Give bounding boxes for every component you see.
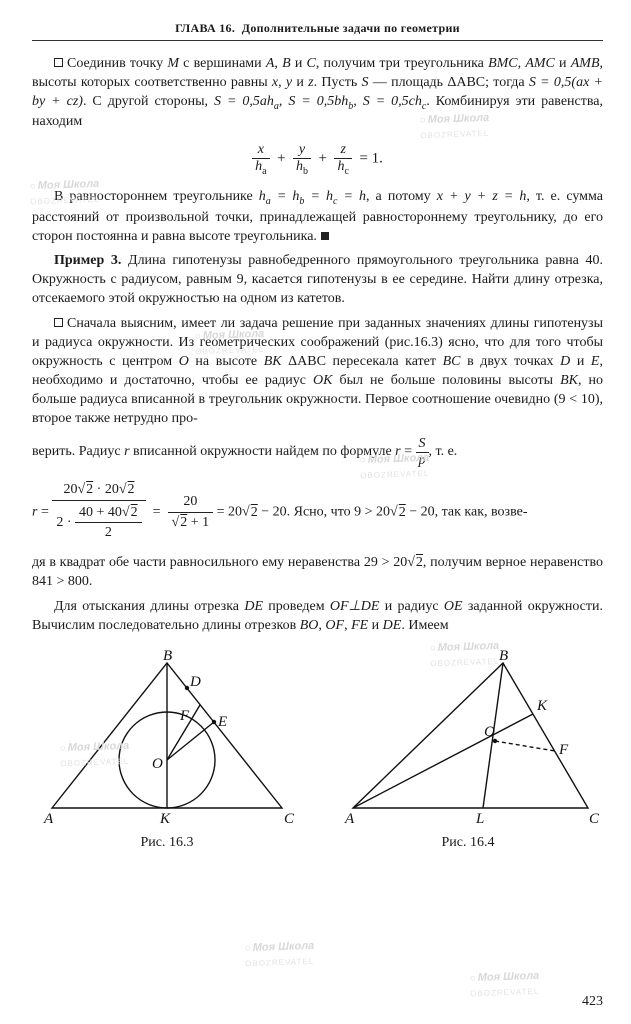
example-label: Пример 3. [54, 253, 121, 268]
svg-text:C: C [589, 811, 600, 827]
formula-1: xha + yhb + zhc = 1. [32, 142, 603, 176]
end-proof-icon [321, 232, 329, 240]
svg-text:K: K [536, 698, 548, 714]
svg-text:B: B [499, 648, 508, 664]
svg-text:F: F [179, 708, 190, 724]
paragraph-2: В равностороннем треугольнике ha = hb = … [32, 188, 603, 246]
paragraph-4: верить. Радиус r вписанной окружности на… [32, 436, 603, 468]
svg-text:L: L [475, 811, 484, 827]
lead-square-icon [54, 58, 63, 67]
figure-16-4: A B C K L F O Рис. 16.4 [333, 648, 603, 853]
figure-16-3: A B C D E F K O Рис. 16.3 [32, 648, 302, 853]
watermark: Моя ШколаOBOZREVATEL [470, 969, 540, 1001]
svg-text:A: A [344, 811, 355, 827]
chapter-header: ГЛАВА 16. Дополнительные задачи по геоме… [32, 20, 603, 41]
svg-text:C: C [284, 811, 295, 827]
paragraph-1: Соединив точку M с вершинами A, B и C, п… [32, 55, 603, 132]
svg-text:D: D [189, 674, 201, 690]
svg-text:F: F [558, 742, 569, 758]
fig164-caption: Рис. 16.4 [333, 834, 603, 853]
svg-text:O: O [484, 724, 495, 740]
paragraph-3: Сначала выясним, имеет ли задача решение… [32, 315, 603, 428]
page-number: 423 [582, 993, 603, 1012]
lead-square-icon [54, 318, 63, 327]
paragraph-5: дя в квадрат обе части равносильного ему… [32, 554, 603, 592]
watermark: Моя ШколаOBOZREVATEL [245, 939, 315, 971]
chapter-title: Дополнительные задачи по геометрии [242, 21, 460, 35]
svg-text:E: E [217, 714, 227, 730]
example-3: Пример 3. Длина гипотенузы равнобедренно… [32, 252, 603, 309]
svg-text:A: A [43, 811, 54, 827]
svg-text:K: K [159, 811, 171, 827]
svg-text:B: B [163, 648, 172, 664]
chapter-num: ГЛАВА 16. [175, 21, 235, 35]
formula-2: r = 20√2 · 20√2 2 · 40 + 40√22 = 20 √2 +… [32, 480, 603, 544]
svg-text:O: O [152, 756, 163, 772]
fig163-caption: Рис. 16.3 [32, 834, 302, 853]
paragraph-6: Для отыскания длины отрезка DE проведем … [32, 598, 603, 636]
